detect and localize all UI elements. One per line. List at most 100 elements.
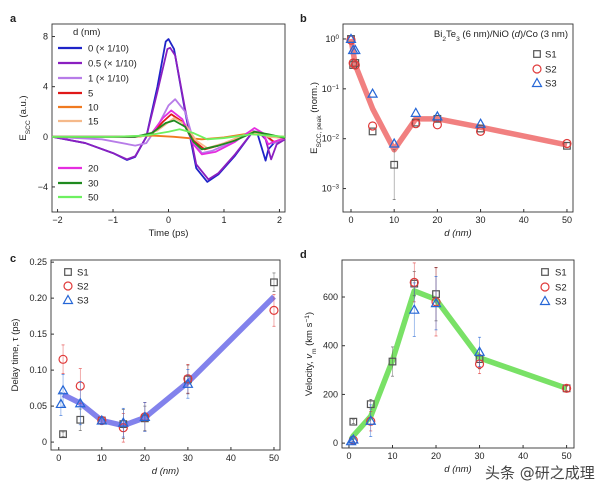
square-marker — [541, 268, 549, 276]
x-tick-label: 30 — [476, 215, 486, 225]
series-line — [52, 109, 286, 156]
square-marker — [270, 278, 278, 287]
fit-line — [348, 288, 568, 441]
axes-frame — [341, 259, 575, 449]
circle-marker — [432, 120, 442, 130]
triangle-marker — [96, 414, 108, 425]
label-segment: Te — [446, 29, 456, 40]
label-segment: (km s — [304, 322, 315, 348]
square-marker — [533, 50, 541, 58]
legend-entry: S1 — [77, 268, 89, 279]
y-tick-label: 4 — [43, 82, 48, 92]
fit-line — [348, 38, 568, 153]
x-tick-label: 1 — [221, 215, 226, 225]
y-tick-label: 100 — [325, 33, 339, 44]
legend-entry: 0.5 (× 1/10) — [88, 59, 137, 70]
x-tick-label: 20 — [140, 453, 150, 463]
label-segment: 2 — [442, 36, 446, 43]
square-marker — [349, 417, 358, 426]
panel-letter-d: d — [300, 249, 307, 261]
x-label-text: d (nm) — [152, 466, 179, 477]
label-segment: m — [311, 348, 318, 354]
legend-entry: 15 — [88, 117, 99, 128]
x-tick-label: 2 — [277, 215, 282, 225]
label-segment: (norm.) — [309, 82, 320, 115]
triangle-marker — [431, 110, 443, 121]
series-line — [52, 128, 286, 141]
circle-marker — [562, 138, 572, 149]
circle-marker — [562, 383, 572, 393]
watermark-text: 头条 @研之成理 — [485, 464, 595, 482]
square-marker — [390, 160, 399, 169]
series-line — [52, 119, 286, 151]
triangle-marker — [349, 44, 361, 55]
x-tick-label: 40 — [518, 451, 528, 461]
x-tick-label: 50 — [562, 215, 572, 225]
label-segment: v — [304, 353, 315, 359]
x-tick-label: 30 — [183, 453, 193, 463]
panel-d: 0 10 20 30 40 50 0 200 400 600 d (nm) Velocity, vm … — [304, 259, 575, 475]
panel-letter-a: a — [10, 13, 17, 25]
series-line — [51, 46, 286, 181]
x-label-text: d (nm) — [444, 228, 471, 239]
y-tick-label: 0.10 — [29, 365, 47, 375]
triangle-marker — [408, 303, 420, 314]
tick-base: 10 — [325, 34, 335, 44]
y-axis-label: ESCC, peak (norm.) — [309, 82, 323, 154]
triangle-marker — [474, 346, 486, 356]
triangle-marker — [365, 415, 377, 425]
y-axis-label: Velocity, vm (km s−1) — [304, 312, 318, 396]
x-tick-label: 10 — [387, 451, 397, 461]
y-tick-label: 10−3 — [322, 183, 340, 194]
triangle-marker — [182, 378, 194, 388]
legend-entry: S3 — [545, 79, 557, 90]
legend-title-text: d (nm) — [73, 27, 100, 38]
triangle-marker — [531, 77, 543, 88]
x-tick-label: 40 — [226, 453, 236, 463]
tick-exponent: −2 — [332, 133, 340, 140]
triangle-marker — [139, 411, 151, 421]
x-label-text: d (nm) — [444, 464, 471, 475]
circle-marker — [58, 354, 68, 364]
label-segment: −1 — [304, 315, 311, 323]
label-segment: ) — [304, 312, 315, 315]
x-tick-label: 0 — [166, 215, 171, 225]
circle-marker — [346, 35, 356, 45]
x-axis-label: d (nm) — [444, 464, 471, 475]
triangle-marker — [539, 295, 551, 306]
circle-marker — [350, 60, 360, 70]
x-tick-label: 40 — [519, 215, 529, 225]
panel-c: 0 10 20 30 40 50 0 0.05 0.10 0.15 0.20 0.25 d (nm) De… — [10, 257, 281, 477]
y-tick-label: 0 — [42, 437, 47, 447]
label-segment: (6 nm)/NiO ( — [460, 29, 516, 40]
tick-base: 10 — [322, 184, 332, 194]
label-segment: E — [18, 134, 29, 140]
square-marker — [562, 384, 571, 393]
legend-entry: S2 — [545, 65, 557, 76]
x-axis-label: d (nm) — [152, 466, 179, 477]
circle-marker — [532, 64, 542, 74]
square-marker — [64, 268, 72, 276]
legend-entry: S2 — [555, 283, 567, 294]
y-tick-label: 10−2 — [322, 133, 340, 144]
label-segment: 3 — [456, 36, 460, 43]
legend-entry: 1 (× 1/10) — [88, 74, 129, 85]
y-tick-label: 0 — [333, 438, 338, 448]
x-tick-label: −2 — [52, 215, 62, 225]
legend-entry: S3 — [555, 297, 567, 308]
x-axis-label: Time (ps) — [149, 228, 189, 239]
circle-marker — [540, 282, 550, 292]
x-tick-label: 10 — [389, 215, 399, 225]
legend-entry: 10 — [88, 103, 99, 114]
x-tick-label: 50 — [562, 451, 572, 461]
circle-marker — [411, 119, 421, 129]
legend-entry: S1 — [545, 50, 557, 61]
legend-entry: 20 — [88, 164, 99, 175]
legend-entry: S1 — [555, 268, 567, 279]
legend-entry: S2 — [77, 282, 89, 293]
x-tick-label: 0 — [346, 451, 351, 461]
triangle-marker — [117, 416, 129, 427]
triangle-marker — [410, 107, 422, 117]
